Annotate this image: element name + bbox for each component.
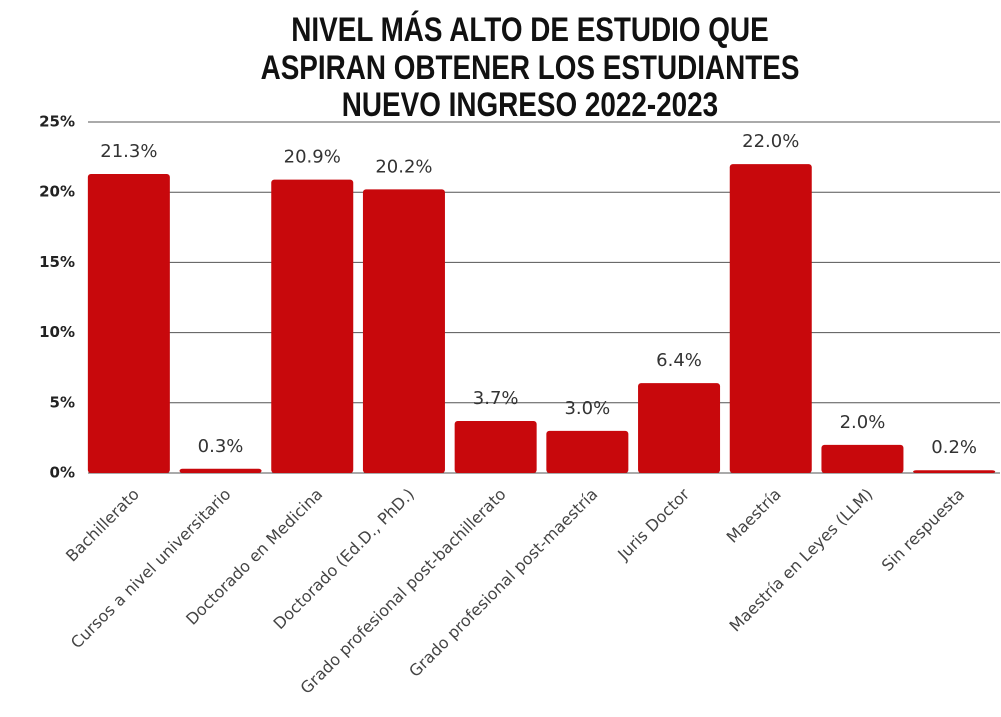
bar bbox=[546, 430, 629, 473]
y-tick-label: 25% bbox=[39, 113, 75, 131]
bar bbox=[179, 468, 262, 473]
bar bbox=[454, 421, 537, 473]
x-tick-label: Grado profesional post-maestría bbox=[405, 485, 601, 681]
bar bbox=[913, 470, 996, 473]
value-label: 20.9% bbox=[284, 147, 341, 168]
chart-title: NIVEL MÁS ALTO DE ESTUDIO QUE bbox=[291, 10, 768, 48]
x-tick-label: Juris Doctor bbox=[613, 484, 693, 564]
bar bbox=[638, 383, 721, 473]
value-label: 6.4% bbox=[656, 350, 702, 371]
value-label: 3.0% bbox=[564, 398, 610, 419]
value-label: 21.3% bbox=[100, 141, 157, 162]
y-tick-label: 0% bbox=[50, 464, 75, 482]
y-tick-label: 15% bbox=[39, 253, 75, 271]
bar bbox=[362, 189, 445, 473]
x-tick-label: Maestría bbox=[723, 485, 785, 547]
value-label: 22.0% bbox=[742, 131, 799, 152]
y-tick-label: 10% bbox=[39, 323, 75, 341]
y-tick-label: 20% bbox=[39, 183, 75, 201]
value-label: 0.2% bbox=[931, 437, 977, 458]
bar bbox=[821, 444, 904, 473]
value-label: 3.7% bbox=[473, 388, 519, 409]
chart-title: NUEVO INGRESO 2022-2023 bbox=[342, 85, 718, 123]
x-tick-label: Bachillerato bbox=[62, 485, 143, 566]
bar bbox=[271, 179, 354, 473]
y-tick-label: 5% bbox=[50, 393, 75, 411]
value-label: 2.0% bbox=[840, 412, 886, 433]
x-tick-label: Grado profesional post-bachillerato bbox=[297, 485, 510, 698]
value-label: 20.2% bbox=[375, 156, 432, 177]
x-tick-label: Cursos a nivel universitario bbox=[67, 485, 235, 653]
chart-title: ASPIRAN OBTENER LOS ESTUDIANTES bbox=[261, 48, 800, 86]
value-label: 0.3% bbox=[198, 436, 244, 457]
bar bbox=[87, 173, 170, 473]
x-tick-label: Sin respuesta bbox=[878, 485, 968, 575]
bar bbox=[729, 164, 812, 473]
